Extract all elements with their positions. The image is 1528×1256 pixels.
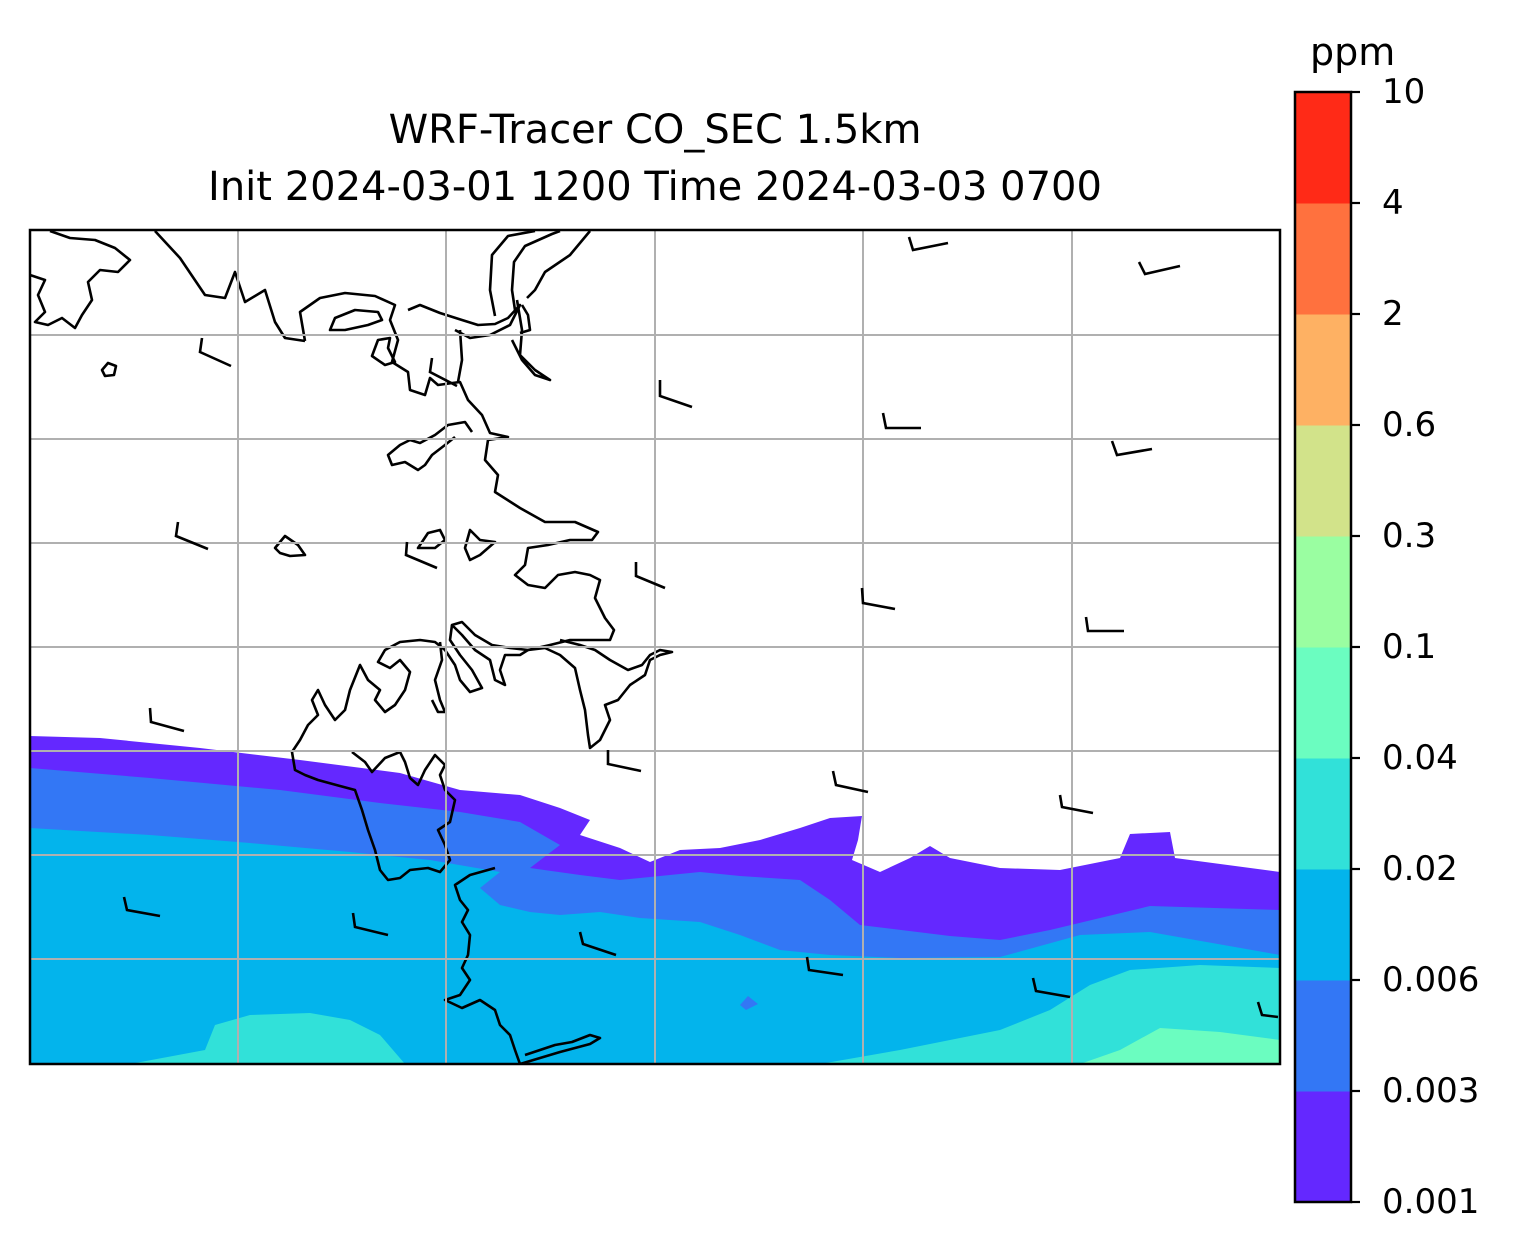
wind-barb	[1084, 616, 1124, 633]
colorbar-tick-label: 0.1	[1382, 627, 1437, 667]
colorbar-tick-label: 0.001	[1382, 1182, 1480, 1222]
colorbar-tick-label: 0.6	[1382, 405, 1437, 445]
wind-barb	[174, 521, 209, 551]
colorbar-segment	[1295, 314, 1351, 426]
colorbar-segment	[1295, 1091, 1351, 1203]
colorbar-tick-label: 0.006	[1382, 960, 1480, 1000]
colorbar-segment	[1295, 92, 1351, 204]
colorbar-segment	[1295, 203, 1351, 315]
colorbar-tick-label: 0.02	[1382, 849, 1458, 889]
colorbar-tick-label: 0.04	[1382, 738, 1458, 778]
wind-barb	[351, 912, 389, 937]
wind-barbs	[122, 236, 1279, 1019]
map-panel	[30, 230, 1280, 1064]
wind-barb	[860, 587, 896, 611]
colorbar-segment	[1295, 647, 1351, 759]
wind-barb	[907, 236, 949, 252]
wind-barb	[122, 896, 161, 918]
wind-barb	[831, 770, 869, 794]
gridlines	[30, 230, 1280, 1064]
title-line-2: Init 2024-03-01 1200 Time 2024-03-03 070…	[208, 164, 1102, 210]
colorbar-segment	[1295, 980, 1351, 1092]
colorbar-tick-label: 0.3	[1382, 516, 1437, 556]
wind-barb	[578, 931, 617, 957]
wind-barb	[404, 541, 438, 570]
wind-barb	[1031, 977, 1071, 999]
wind-barb	[428, 357, 458, 388]
wind-barb	[881, 412, 921, 430]
wind-barb	[148, 707, 185, 733]
band-0.04-0.1	[1080, 1028, 1280, 1064]
colorbar-tick-label: 2	[1382, 294, 1404, 334]
wind-barb	[805, 956, 844, 977]
wind-barb	[1137, 261, 1181, 276]
colorbar-segment	[1295, 536, 1351, 648]
wind-barb	[198, 337, 232, 368]
colorbar-units: ppm	[1310, 30, 1396, 74]
band-0.02-0.04	[130, 1013, 405, 1064]
wind-barb	[634, 562, 666, 590]
coastlines	[30, 230, 674, 1064]
colorbar-tick-label: 4	[1382, 183, 1404, 223]
colorbar-tick-label: 10	[1382, 72, 1426, 112]
wind-barb	[1110, 440, 1153, 457]
colorbar-segment	[1295, 425, 1351, 537]
colorbar	[1293, 90, 1360, 1204]
colorbar-segment	[1295, 758, 1351, 870]
wind-barb	[1058, 794, 1094, 815]
wind-barb	[1256, 1001, 1279, 1019]
wind-barb	[658, 380, 693, 409]
band-0.006-0.02-patch	[740, 996, 758, 1010]
map-frame	[28, 228, 1282, 1066]
colorbar-segment	[1295, 869, 1351, 981]
wind-barb	[606, 750, 642, 773]
colorbar-tick-label: 0.003	[1382, 1071, 1480, 1111]
title-line-1: WRF-Tracer CO_SEC 1.5km	[388, 107, 922, 153]
